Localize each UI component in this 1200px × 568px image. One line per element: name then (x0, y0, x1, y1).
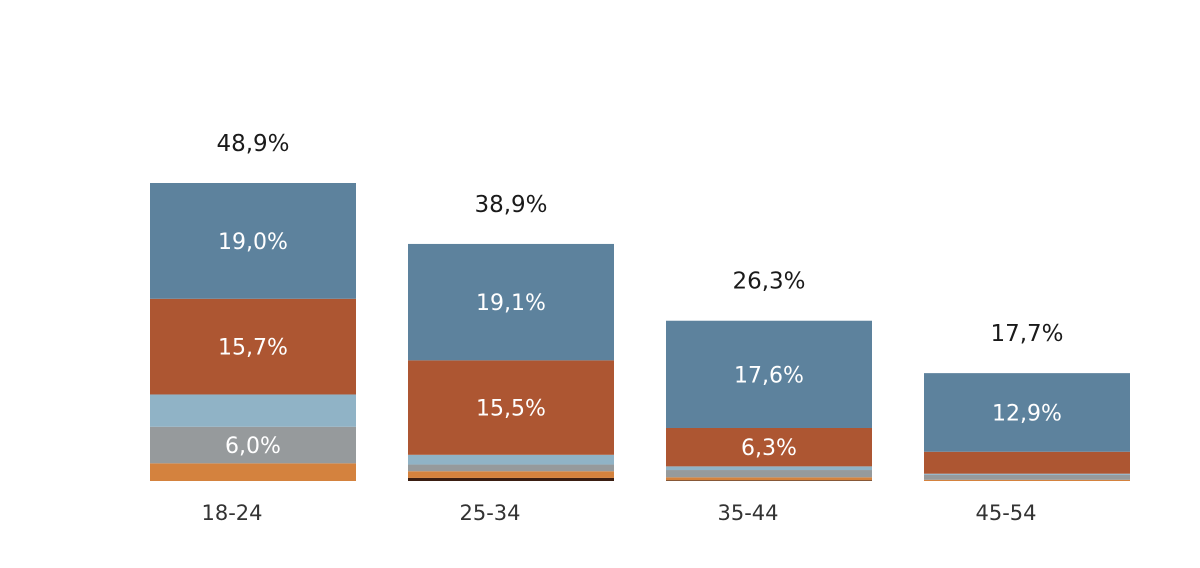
bar-segment-35-44-series-5 (666, 477, 872, 481)
bar-segment-45-54-series-5 (924, 479, 1130, 481)
bar-segment-25-34-series-1 (408, 243, 614, 361)
segment-label-18-24-series-1: 19,0% (218, 230, 288, 255)
total-label-35-44: 26,3% (732, 269, 805, 295)
total-label-18-24: 48,9% (216, 131, 289, 157)
labels-group: 6,0% 15,7% 19,0% 48,9% 18-24 15,5% 19,1% 38,9% 2… (201, 131, 1063, 525)
segment-label-25-34-series-2: 15,5% (476, 397, 546, 422)
category-label-25-34: 25-34 (459, 501, 520, 525)
bar-segment-35-44-series-4 (666, 470, 872, 478)
bar-segment-25-34-series-3 (408, 454, 614, 465)
bar-segment-45-54-series-2 (924, 451, 1130, 474)
bar-segment-18-24-series-1 (150, 183, 356, 299)
segment-label-35-44-series-1: 17,6% (734, 363, 804, 388)
total-label-45-54: 17,7% (990, 321, 1063, 347)
bar-segment-45-54-series-3 (924, 473, 1130, 475)
segment-label-18-24-series-2: 15,7% (218, 336, 288, 361)
total-label-25-34: 38,9% (474, 192, 547, 218)
bar-segment-18-24-series-3 (150, 394, 356, 427)
segment-label-25-34-series-1: 19,1% (476, 291, 546, 316)
bar-segment-45-54-series-1 (924, 373, 1130, 452)
bar-segment-35-44-series-6 (666, 480, 872, 481)
bar-segment-25-34-series-6 (408, 477, 614, 481)
bar-segment-25-34-series-4 (408, 464, 614, 472)
category-label-35-44: 35-44 (717, 501, 778, 525)
segment-label-35-44-series-2: 6,3% (741, 436, 797, 461)
category-label-45-54: 45-54 (975, 501, 1036, 525)
bar-segment-18-24-series-5 (150, 463, 356, 481)
bar-segment-25-34-series-5 (408, 471, 614, 478)
bar-segment-18-24-series-4 (150, 426, 356, 464)
bar-segment-35-44-series-1 (666, 320, 872, 428)
bar-segment-18-24-series-2 (150, 298, 356, 395)
segment-label-18-24-series-4: 6,0% (225, 434, 281, 459)
bar-segment-35-44-series-3 (666, 466, 872, 471)
bar-segment-25-34-series-2 (408, 360, 614, 455)
segment-label-45-54-series-1: 12,9% (992, 401, 1062, 426)
bar-segment-35-44-series-2 (666, 427, 872, 467)
bar-segment-45-54-series-4 (924, 474, 1130, 480)
category-label-18-24: 18-24 (201, 501, 262, 525)
bars-group (150, 183, 1130, 481)
